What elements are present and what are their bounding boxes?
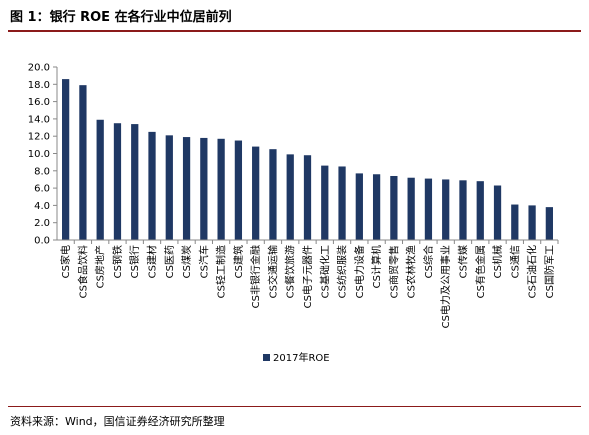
title-divider [8,30,581,32]
bars [62,79,553,240]
x-category-label: CS非银行金融 [249,245,262,308]
x-category-label: CS纺织服装 [336,245,349,298]
legend-swatch [263,354,270,361]
x-category-label: CS银行 [128,245,141,278]
x-category-label: CS通信 [509,245,521,278]
x-category-label: CS石油石化 [526,245,539,298]
bar [96,119,104,240]
bar [62,79,70,240]
x-category-label: CS医药 [164,245,176,278]
y-tick-label: 16.0 [28,97,50,108]
y-tick-label: 0.0 [34,236,50,247]
bar [321,165,329,240]
bar [407,177,415,240]
y-tick-label: 6.0 [34,184,50,195]
x-category-label: CS煤炭 [180,245,193,278]
bar [459,180,467,240]
x-category-label: CS基础化工 [318,245,331,298]
bar [303,155,312,240]
x-category-label: CS建材 [146,245,159,278]
bar [286,154,294,240]
bar [545,207,553,240]
bar [217,138,225,240]
source-note: 资料来源：Wind，国信证券经济研究所整理 [10,415,225,428]
x-category-label: CS电子元器件 [301,245,314,308]
y-tick-label: 2.0 [34,218,50,229]
bar [269,149,277,240]
y-tick-label: 8.0 [34,166,50,177]
y-tick-label: 12.0 [28,132,50,143]
bar [79,85,87,240]
bar [200,137,208,240]
x-category-label: CS有色金属 [474,245,487,298]
x-category-label: CS传媒 [457,245,469,278]
bar [182,137,191,240]
bar [131,124,139,240]
source-divider [8,406,581,407]
bar [355,173,363,240]
x-category-label: CS电力设备 [353,245,366,298]
x-category-label: CS农林牧渔 [405,245,418,298]
bar [511,204,519,240]
x-category-label: CS综合 [422,245,435,278]
x-axis: CS家电 CS食品饮料 CS房地产 CS钢铁 CS银行 CS建材 CS医药 CS煤炭 CS汽车 C… [57,239,559,328]
bar [252,146,260,240]
x-category-label: CS轻工制造 [215,245,228,298]
x-category-label: CS商贸零售 [387,245,400,298]
bar [390,175,398,240]
x-category-label: CS餐饮旅游 [284,245,297,298]
legend-label: 2017年ROE [273,351,330,364]
bar [148,131,156,240]
bar [476,181,484,240]
y-tick-label: 4.0 [34,201,50,212]
y-axis: 0.0 2.0 4.0 6.0 8.0 10.0 12.0 14.0 16.0 18.0 20.0 [28,63,58,247]
figure-title: 图 1：银行 ROE 在各行业中位居前列 [10,10,232,25]
y-tick-label: 20.0 [28,63,50,74]
bar [234,140,243,240]
x-category-label: CS计算机 [370,245,383,288]
x-category-label: CS食品饮料 [76,245,89,298]
legend: 2017年ROE [263,351,330,364]
x-category-label: CS家电 [59,245,72,278]
bar [372,174,381,240]
bar [493,185,502,240]
y-tick-label: 10.0 [28,149,50,160]
bar [165,135,173,240]
bar [442,179,450,240]
y-tick-label: 14.0 [28,114,50,125]
x-category-label: CS房地产 [94,245,107,288]
bar [424,178,433,240]
x-category-label: CS汽车 [197,245,210,278]
x-category-label: CS建筑 [232,245,245,278]
x-category-label: CS交通运输 [266,245,279,298]
bar [528,205,536,240]
bar [338,166,346,240]
x-category-label: CS钢铁 [111,245,124,278]
bar [113,123,122,240]
y-tick-label: 18.0 [28,80,50,91]
x-category-label: CS国防军工 [543,245,556,298]
x-category-label: CS机械 [491,245,504,278]
x-category-label: CS电力及公用事业 [439,245,452,328]
